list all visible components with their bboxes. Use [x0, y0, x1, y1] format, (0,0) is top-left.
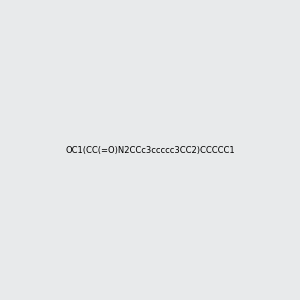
Text: OC1(CC(=O)N2CCc3ccccc3CC2)CCCCC1: OC1(CC(=O)N2CCc3ccccc3CC2)CCCCC1: [65, 146, 235, 154]
